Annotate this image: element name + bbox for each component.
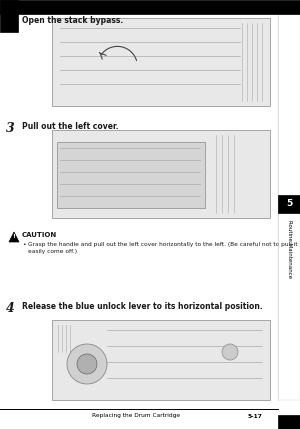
Bar: [278, 14, 300, 400]
Text: easily come off.): easily come off.): [28, 249, 77, 254]
Bar: [52, 18, 270, 106]
Text: CAUTION: CAUTION: [22, 232, 57, 238]
Bar: [278, 195, 300, 213]
Text: 5: 5: [286, 199, 292, 208]
Text: 4: 4: [6, 302, 15, 315]
Text: Release the blue unlock lever to its horizontal position.: Release the blue unlock lever to its hor…: [22, 302, 263, 311]
Bar: [0, 0, 300, 14]
Bar: [0, 0, 18, 32]
Bar: [52, 130, 270, 218]
Text: Pull out the left cover.: Pull out the left cover.: [22, 122, 118, 131]
Text: 3: 3: [6, 122, 15, 135]
Circle shape: [77, 354, 97, 374]
Text: !: !: [13, 235, 15, 239]
Bar: [18, 14, 278, 409]
Text: •: •: [22, 242, 26, 247]
Bar: [52, 320, 270, 400]
Bar: [278, 415, 300, 429]
Circle shape: [222, 344, 238, 360]
Text: Replacing the Drum Cartridge: Replacing the Drum Cartridge: [92, 414, 180, 419]
Text: Open the stack bypass.: Open the stack bypass.: [22, 16, 123, 25]
Text: 5-17: 5-17: [247, 414, 262, 419]
Text: Grasp the handle and pull out the left cover horizontally to the left. (Be caref: Grasp the handle and pull out the left c…: [28, 242, 300, 247]
Text: 2: 2: [6, 16, 15, 29]
Text: Routine Maintenance: Routine Maintenance: [286, 220, 292, 278]
Circle shape: [67, 344, 107, 384]
Bar: [57, 142, 205, 208]
Polygon shape: [9, 232, 19, 242]
